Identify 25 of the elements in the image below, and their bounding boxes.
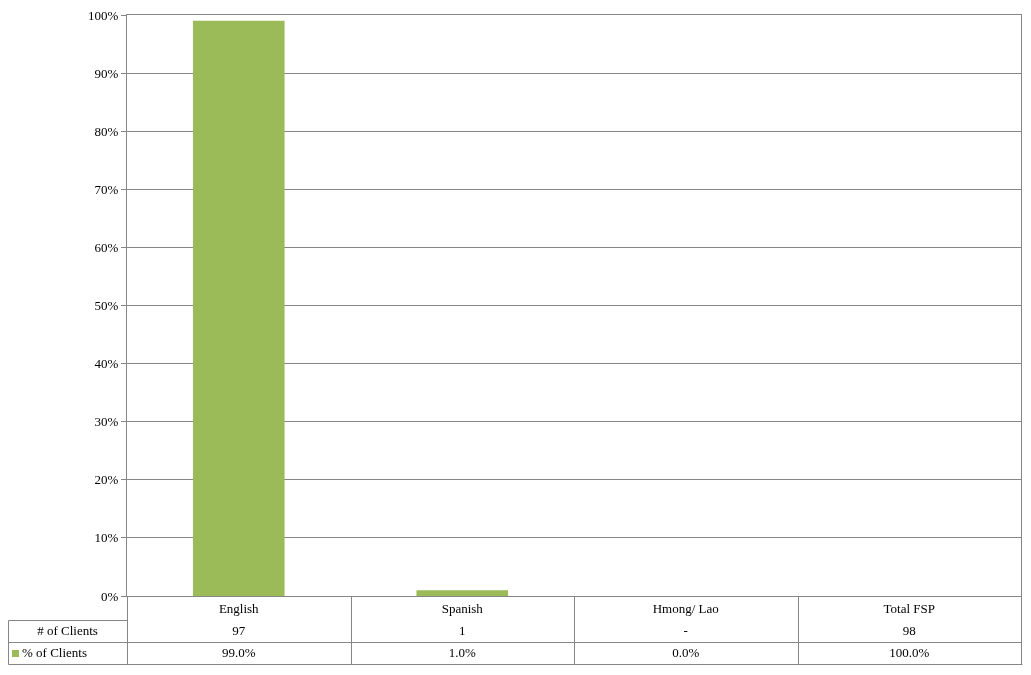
x-tick-label: English <box>218 600 260 616</box>
y-tick-label: 60% <box>94 239 119 255</box>
data-label: 0.0% <box>671 644 701 662</box>
legend-label: % of Clients <box>22 645 87 660</box>
data-label: 99.0% <box>220 644 257 662</box>
y-tick-label: 100% <box>88 7 119 23</box>
y-tick-label: 20% <box>94 472 119 488</box>
text: # of Clients <box>36 622 99 640</box>
y-tick-label: 0% <box>101 588 119 604</box>
y-tick-label: 80% <box>94 123 119 139</box>
x-tick-label: Total FSP <box>883 600 935 616</box>
x-tick-label: Hmong/ Lao <box>652 600 719 616</box>
data-label: 1.0% <box>447 644 477 662</box>
y-tick-label: 90% <box>94 65 119 81</box>
text: 97 <box>231 622 247 640</box>
y-tick-label: 70% <box>94 181 119 197</box>
x-tick-label: Spanish <box>441 600 484 616</box>
text: 98 <box>901 622 917 640</box>
y-tick-label: 10% <box>94 530 119 546</box>
text: 1 <box>458 622 467 640</box>
y-tick-label: 40% <box>94 356 119 372</box>
y-tick-label: 30% <box>94 414 119 430</box>
y-tick-label: 50% <box>94 298 119 314</box>
text: 100.0% <box>889 645 930 660</box>
text: - <box>682 622 689 640</box>
